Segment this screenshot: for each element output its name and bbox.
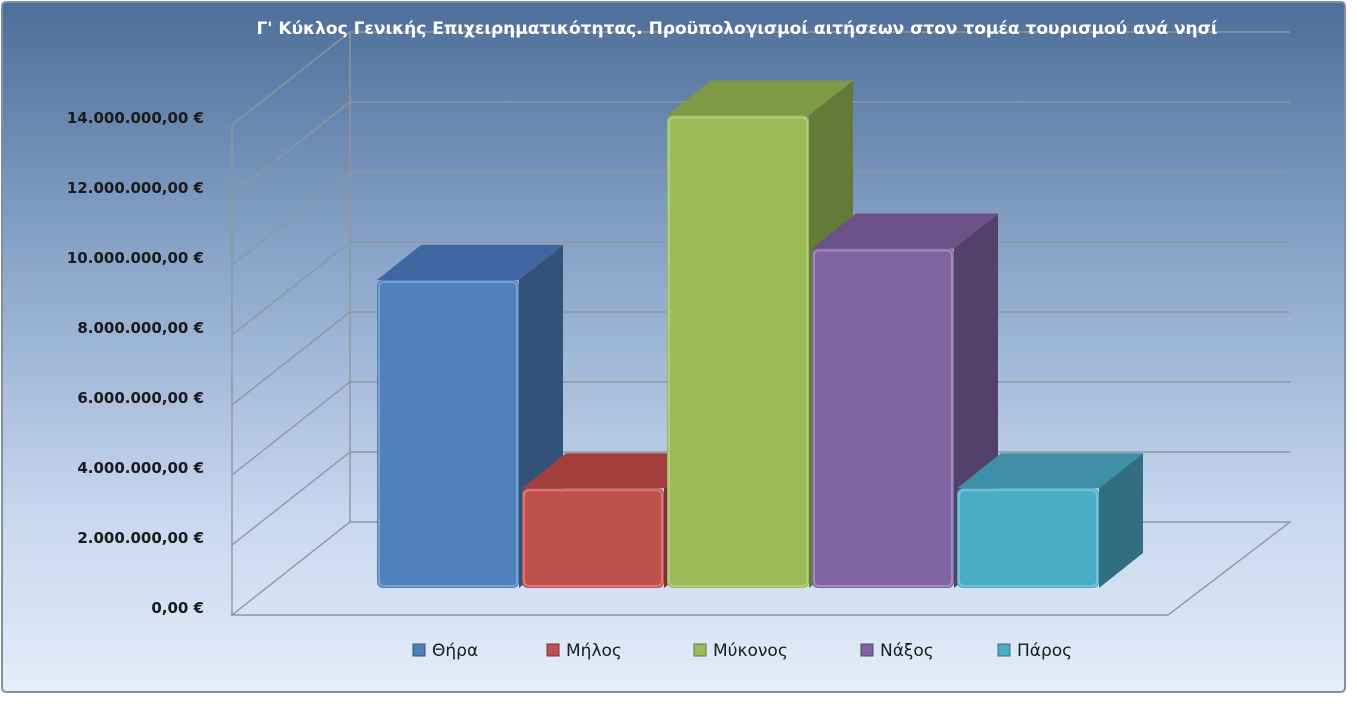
bar-front <box>377 280 519 588</box>
legend: Θήρα Μήλος Μύκονος Νάξος Πάρος <box>412 641 1072 661</box>
legend-label: Νάξος <box>880 641 934 661</box>
bar-front <box>522 488 664 588</box>
y-tick-label: 8.000.000,00 € <box>77 319 204 337</box>
legend-swatch <box>546 643 560 657</box>
y-tick-label: 12.000.000,00 € <box>67 179 204 197</box>
bar-front <box>812 248 954 588</box>
chart-title: Γ' Κύκλος Γενικής Επιχειρηματικότητας. Π… <box>256 19 1217 39</box>
legend-swatch <box>997 643 1011 657</box>
legend-label: Πάρος <box>1017 641 1072 661</box>
legend-item-Μήλος: Μήλος <box>546 641 622 661</box>
legend-item-Μύκονος: Μύκονος <box>693 641 788 661</box>
bars <box>377 80 1143 588</box>
gridline <box>231 31 1290 126</box>
bar-front <box>957 488 1099 588</box>
bar-top <box>377 245 563 280</box>
bar-Πάρος <box>957 453 1143 588</box>
bar-side <box>1099 453 1143 588</box>
bar-Θήρα <box>377 245 563 588</box>
y-tick-label: 6.000.000,00 € <box>77 389 204 407</box>
legend-swatch <box>693 643 707 657</box>
bar-highlight <box>523 489 663 587</box>
legend-label: Θήρα <box>432 641 478 661</box>
legend-swatch <box>860 643 874 657</box>
bar-top <box>667 80 853 116</box>
bar-front <box>667 115 809 588</box>
bar-highlight <box>958 489 1098 587</box>
y-tick-label: 4.000.000,00 € <box>77 459 204 477</box>
gridline <box>231 101 1290 196</box>
legend-label: Μήλος <box>566 641 622 661</box>
y-tick-label: 2.000.000,00 € <box>77 529 204 547</box>
legend-item-Νάξος: Νάξος <box>860 641 934 661</box>
y-tick-label: 10.000.000,00 € <box>67 249 204 267</box>
y-tick-label: 14.000.000,00 € <box>67 109 204 127</box>
bar-highlight <box>378 281 518 587</box>
bar-top <box>957 453 1143 489</box>
gridline <box>231 171 1290 266</box>
bar-highlight <box>813 249 953 587</box>
legend-item-Θήρα: Θήρα <box>412 641 478 661</box>
legend-item-Πάρος: Πάρος <box>997 641 1072 661</box>
floor-outline <box>229 521 1293 616</box>
legend-label: Μύκονος <box>713 641 788 661</box>
y-axis-tick-labels: 0,00 € 2.000.000,00 € 4.000.000,00 € 6.000.… <box>67 109 204 617</box>
y-tick-label: 0,00 € <box>151 599 204 617</box>
legend-swatch <box>412 643 426 657</box>
bar-highlight <box>668 116 808 587</box>
bar-top <box>812 213 998 249</box>
bar-top <box>522 453 708 489</box>
